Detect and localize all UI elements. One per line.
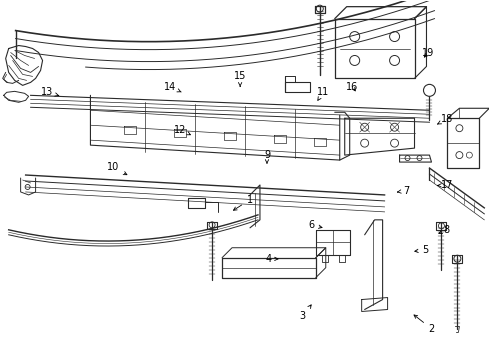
Text: 18: 18 xyxy=(438,114,453,124)
Text: 2: 2 xyxy=(414,315,435,334)
Text: 4: 4 xyxy=(266,254,278,264)
Text: 11: 11 xyxy=(317,87,329,100)
Text: 10: 10 xyxy=(107,162,127,175)
Circle shape xyxy=(423,84,436,96)
Text: 6: 6 xyxy=(308,220,322,230)
Text: 13: 13 xyxy=(41,87,59,97)
Text: 19: 19 xyxy=(422,48,434,58)
Text: 17: 17 xyxy=(438,180,453,190)
Text: 12: 12 xyxy=(174,125,191,135)
Text: 9: 9 xyxy=(264,150,270,163)
Text: 14: 14 xyxy=(164,82,181,92)
Text: 1: 1 xyxy=(233,195,253,210)
Text: 8: 8 xyxy=(439,225,449,235)
Text: 3: 3 xyxy=(299,305,311,321)
Text: 16: 16 xyxy=(346,82,359,92)
Text: 5: 5 xyxy=(415,245,429,255)
Text: 7: 7 xyxy=(397,186,409,196)
Text: 15: 15 xyxy=(234,71,246,86)
